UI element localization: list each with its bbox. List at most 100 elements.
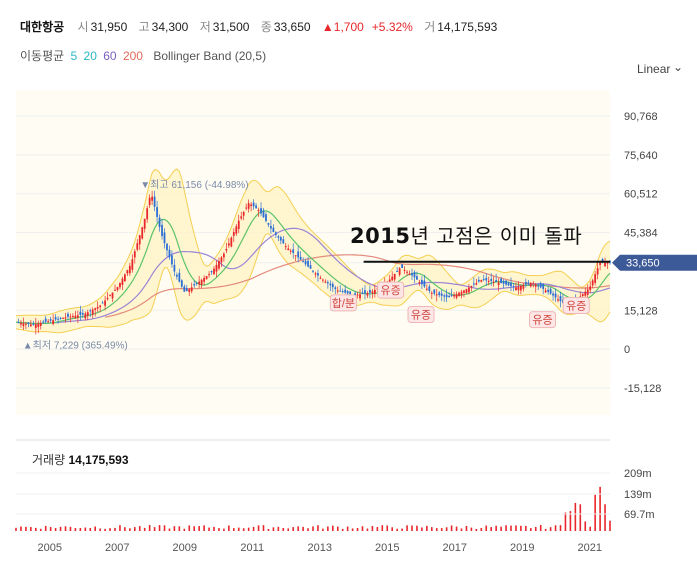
candle-body <box>522 285 525 289</box>
candle-body <box>277 236 280 238</box>
volume-bar <box>371 526 374 531</box>
candle-body <box>591 280 594 286</box>
indicator-legend[interactable]: 이동평균 5 20 60 200 Bollinger Band (20,5) <box>20 47 269 64</box>
candle-body <box>171 255 173 265</box>
candle-body <box>369 289 371 293</box>
candle-body <box>32 323 35 325</box>
volume-bar <box>435 528 438 531</box>
volume-bar <box>341 528 344 531</box>
y-tick-label: 90,768 <box>624 111 658 123</box>
volume-value: 14,175,593 <box>437 20 498 34</box>
volume-bar <box>544 528 547 531</box>
volume-bar <box>386 525 389 531</box>
candle-body <box>586 289 589 295</box>
open-label: 시 <box>77 20 89 34</box>
candle-body <box>119 282 121 288</box>
ma-20: 20 <box>83 49 97 63</box>
candle-body <box>336 290 339 292</box>
candle-body <box>143 218 146 229</box>
candle-body <box>27 322 30 325</box>
candle-body <box>257 210 260 212</box>
volume-bar <box>54 528 57 531</box>
y-tick-label: 0 <box>624 344 630 356</box>
chevron-down-icon[interactable]: ⌄ <box>673 60 684 74</box>
volume-bar <box>297 526 299 531</box>
volume-bar <box>589 526 591 531</box>
candle-body <box>62 317 64 319</box>
candle-body <box>312 270 314 272</box>
volume-bar <box>510 525 512 531</box>
candle-body <box>423 280 426 287</box>
candle-body <box>475 283 478 285</box>
volume-bar <box>49 527 52 531</box>
x-tick-label: 2015 <box>375 542 399 554</box>
volume-bar <box>228 525 230 531</box>
y-tick-label: 60,512 <box>624 189 658 201</box>
candle-body <box>262 210 265 218</box>
volume-bar <box>515 525 517 531</box>
candle-body <box>34 324 37 329</box>
candle-body <box>393 273 396 280</box>
candle-body <box>544 290 547 293</box>
candle-body <box>183 286 186 292</box>
candle-body <box>604 262 606 267</box>
candle-body <box>29 324 32 327</box>
volume-bar <box>530 528 532 531</box>
volume-bar <box>69 526 72 531</box>
candle-body <box>138 235 141 245</box>
volume-bar <box>559 525 562 531</box>
volume-bar <box>307 528 309 531</box>
low-marker: ▲최저 7,229 (365.49%) <box>23 340 128 352</box>
candle-body <box>324 281 327 283</box>
candle-body <box>193 284 196 286</box>
candle-body <box>450 295 453 297</box>
candle-body <box>359 294 361 299</box>
candle-body <box>507 282 510 286</box>
x-axis-ticks: 2005 2007 2009 2011 2013 2015 2017 2019 2021 <box>38 542 602 554</box>
candle-body <box>54 317 57 320</box>
candle-body <box>599 262 601 265</box>
candle-body <box>205 276 208 280</box>
candle-body <box>74 315 77 319</box>
scale-mode-select[interactable]: Linear <box>637 62 671 76</box>
candle-body <box>416 276 418 280</box>
candle-body <box>156 207 158 217</box>
candle-body <box>448 295 451 298</box>
volume-bar <box>495 525 497 531</box>
candle-body <box>413 272 416 278</box>
volume-bar <box>242 528 245 531</box>
volume-bar <box>223 528 225 531</box>
volume-bar <box>44 525 47 531</box>
candle-body <box>20 322 22 325</box>
volume-bar <box>114 527 116 531</box>
event-badge <box>529 311 556 329</box>
quote-header: 대한항공 시 31,950 고 34,300 저 31,500 종 33,650 ▲1,… <box>20 18 505 35</box>
volume-axis-ticks: 209m 139m 69.7m <box>16 468 655 521</box>
candle-body <box>44 318 47 322</box>
candle-body <box>180 280 183 287</box>
volume-bar <box>267 528 270 531</box>
candle-body <box>252 202 255 207</box>
candle-body <box>210 271 213 273</box>
volume-bar <box>153 527 156 531</box>
candle-body <box>86 312 89 316</box>
candle-body <box>581 294 584 296</box>
candle-body <box>67 313 69 317</box>
candle-body <box>49 319 52 321</box>
volume-bar <box>203 525 205 531</box>
candle-body <box>133 251 136 258</box>
volume-bar <box>143 527 146 531</box>
candle-body <box>227 243 230 246</box>
candle-body <box>346 290 349 294</box>
candle-body <box>101 302 104 304</box>
volume-bar <box>148 525 151 531</box>
candle-body <box>445 294 448 298</box>
candle-body <box>255 205 257 209</box>
volume-bar <box>138 526 141 531</box>
candle-body <box>334 287 337 290</box>
candle-body <box>208 274 210 276</box>
candle-body <box>131 259 134 270</box>
candle-body <box>482 279 485 281</box>
volume-bar <box>109 528 111 531</box>
